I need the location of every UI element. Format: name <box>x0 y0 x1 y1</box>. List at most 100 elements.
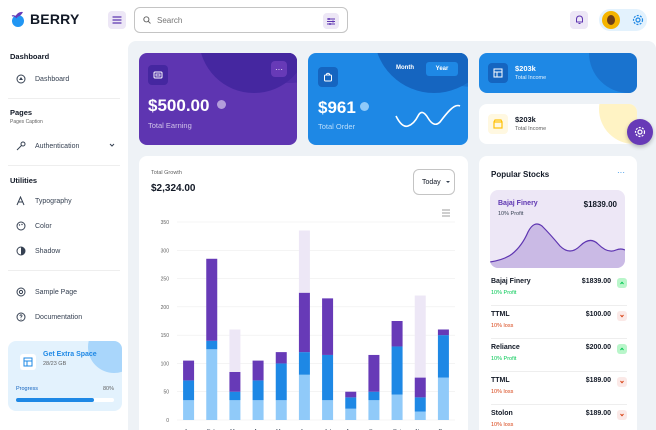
income-label: Total Income <box>515 126 547 132</box>
order-sparkline <box>395 104 461 128</box>
sidebar-item-documentation[interactable]: Documentation <box>16 309 116 325</box>
tab-year[interactable]: Year <box>426 62 458 76</box>
earning-label: Total Earning <box>148 121 192 130</box>
storage-icon <box>20 354 36 370</box>
notifications-button[interactable] <box>570 11 588 29</box>
menu-toggle-button[interactable] <box>108 11 126 29</box>
bar-segment-nov-s3 <box>414 377 426 398</box>
stock-row[interactable]: Reliance 10% Profit $200.00 <box>491 344 627 374</box>
total-earning-card: ··· $500.00 Total Earning <box>139 53 297 145</box>
bar-segment-mar-s2 <box>229 391 241 401</box>
tab-month[interactable]: Month <box>396 65 414 71</box>
bar-segment-jul-s3 <box>322 298 334 355</box>
period-select-value: Today <box>422 178 441 186</box>
bar-segment-oct-s1 <box>391 394 403 420</box>
sidebar-item-label: Sample Page <box>35 288 78 296</box>
bar-segment-jun-s1 <box>298 374 310 420</box>
growth-bar-chart: 050100150200250300350JanFebMarAprMayJunJ… <box>161 220 455 430</box>
stock-name: Stolon <box>491 410 513 417</box>
divider <box>491 305 627 306</box>
total-order-card: Month Year $961 Total Order <box>308 53 468 145</box>
stock-name: Reliance <box>491 344 520 351</box>
bar-segment-sep-s2 <box>368 391 380 401</box>
sidebar-item-label: Shadow <box>35 247 61 255</box>
settings-gear-icon <box>634 126 646 138</box>
stock-row[interactable]: Stolon 10% loss $189.00 <box>491 410 627 430</box>
sidebar: Dashboard Dashboard Pages Pages Caption … <box>0 40 128 430</box>
stocks-title: Popular Stocks <box>491 170 550 179</box>
divider <box>8 270 120 271</box>
search-filter-button[interactable] <box>323 13 339 29</box>
sidebar-item-label: Typography <box>35 197 72 205</box>
stock-value: $1839.00 <box>581 278 611 285</box>
y-tick-label: 100 <box>161 361 170 367</box>
chevron-up-icon <box>617 278 627 288</box>
sidebar-item-color[interactable]: Color <box>16 218 116 234</box>
bar-segment-dec-s2 <box>437 335 449 378</box>
y-tick-label: 50 <box>163 390 169 396</box>
chevron-down-icon <box>109 143 115 147</box>
sidebar-item-label: Documentation <box>35 313 83 321</box>
bar-segment-aug-s1 <box>345 408 357 420</box>
bar-segment-apr-s1 <box>252 400 264 420</box>
y-tick-label: 300 <box>161 248 170 254</box>
bar-segment-apr-s3 <box>252 360 264 381</box>
divider <box>491 338 627 339</box>
bar-segment-nov-s4 <box>414 295 426 378</box>
typography-icon <box>16 196 25 206</box>
search-box[interactable] <box>134 7 348 33</box>
chevron-down-icon <box>617 377 627 387</box>
bar-segment-sep-s1 <box>368 400 380 420</box>
brand-logo[interactable]: BERRY <box>10 10 80 28</box>
key-icon <box>16 141 26 151</box>
bar-segment-aug-s2 <box>345 397 357 409</box>
section-title-utilities: Utilities <box>10 176 38 185</box>
berry-logo-icon <box>11 11 24 27</box>
caret-down-icon <box>445 181 450 183</box>
sidebar-item-typography[interactable]: Typography <box>16 193 116 209</box>
y-tick-label: 250 <box>161 277 170 283</box>
trend-up-icon <box>217 100 226 109</box>
dashboard-icon <box>16 74 26 84</box>
sidebar-item-sample-page[interactable]: Sample Page <box>16 284 116 300</box>
progress-label: Progress <box>16 386 39 392</box>
sidebar-item-shadow[interactable]: Shadow <box>16 243 116 259</box>
stock-row[interactable]: TTML 10% loss $100.00 <box>491 311 627 341</box>
chevron-down-icon <box>617 410 627 420</box>
trend-down-icon <box>360 102 369 111</box>
bar-segment-may-s3 <box>275 352 287 364</box>
decorative-circle <box>589 53 637 93</box>
filter-adjust-icon <box>327 17 335 25</box>
stock-change: 10% Profit <box>491 356 517 362</box>
divider <box>8 165 120 166</box>
sidebar-item-label: Authentication <box>35 142 80 150</box>
bar-segment-jan-s2 <box>183 380 195 401</box>
earning-amount: $500.00 <box>148 96 210 115</box>
stock-row[interactable]: Bajaj Finery 10% Profit $1839.00 <box>491 278 627 308</box>
bar-segment-mar-s4 <box>229 329 241 372</box>
top-header: BERRY <box>0 0 656 40</box>
stock-change: 10% loss <box>491 422 514 428</box>
progress-bar-fill <box>16 398 95 402</box>
settings-gear-icon <box>632 14 644 26</box>
customize-settings-button[interactable] <box>627 119 653 145</box>
sidebar-item-authentication[interactable]: Authentication <box>16 138 116 154</box>
brand-name: BERRY <box>30 11 80 27</box>
sidebar-item-dashboard[interactable]: Dashboard <box>16 71 116 87</box>
bar-segment-may-s1 <box>275 400 287 420</box>
y-tick-label: 0 <box>166 418 169 424</box>
period-select[interactable]: Today <box>413 169 455 195</box>
chart-menu-icon[interactable] <box>441 209 451 217</box>
search-input[interactable] <box>157 15 307 25</box>
palette-icon <box>16 221 26 231</box>
stock-value: $189.00 <box>585 377 611 384</box>
avatar <box>602 11 620 29</box>
more-options-button[interactable]: ··· <box>617 168 625 177</box>
upgrade-storage-card[interactable]: Get Extra Space 28/23 GB Progress 80% <box>8 341 122 411</box>
upgrade-subtitle: 28/23 GB <box>43 361 67 367</box>
stock-change: 10% loss <box>491 389 514 395</box>
stock-row[interactable]: TTML 10% loss $189.00 <box>491 377 627 407</box>
more-options-button[interactable]: ··· <box>271 61 287 77</box>
bar-segment-oct-s2 <box>391 346 403 395</box>
profile-menu-button[interactable] <box>599 9 647 31</box>
